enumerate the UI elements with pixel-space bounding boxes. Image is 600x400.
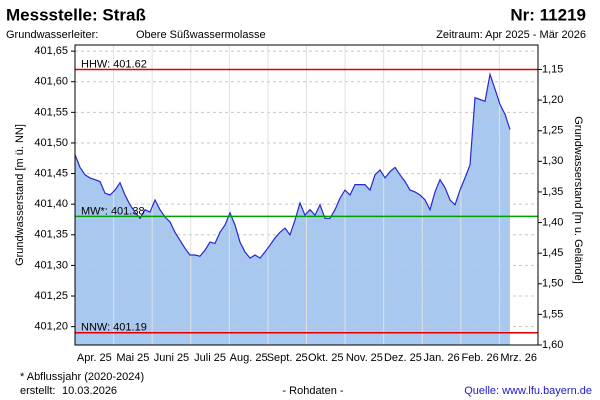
x-tick-label: Dez. 25 — [384, 352, 422, 364]
y2-tick-label: 1,20 — [542, 94, 563, 106]
y-tick-label: 401,25 — [34, 290, 68, 302]
y2-tick-label: 1,45 — [542, 247, 563, 259]
x-tick-label: Mai 25 — [116, 352, 149, 364]
y2-tick-label: 1,60 — [542, 339, 563, 351]
x-tick-label: Juli 25 — [194, 352, 226, 364]
y2-axis-label: Grundwasserstand [m u. Gelände] — [572, 116, 584, 284]
y2-tick-label: 1,35 — [542, 186, 563, 198]
y2-tick-label: 1,25 — [542, 125, 563, 137]
aquifer-label: Grundwasserleiter: — [6, 29, 98, 41]
x-tick-label: Apr. 25 — [77, 352, 112, 364]
created-date: 10.03.2026 — [62, 385, 117, 397]
y2-tick-label: 1,50 — [542, 278, 563, 290]
chart-title: Messstelle: Straß — [6, 5, 146, 24]
y-axis-label: Grundwasserstand [m ü. NN] — [14, 124, 26, 266]
x-tick-label: Sept. 25 — [267, 352, 308, 364]
x-tick-label: Mrz. 26 — [500, 352, 537, 364]
station-number: Nr: 11219 — [510, 5, 586, 24]
source: Quelle: www.lfu.bayern.de — [464, 385, 592, 397]
reference-label: MW*: 401.38 — [81, 205, 145, 217]
x-tick-label: Feb. 26 — [461, 352, 498, 364]
footnote: * Abflussjahr (2020-2024) — [20, 371, 144, 383]
y2-tick-label: 1,30 — [542, 155, 563, 167]
y-tick-label: 401,45 — [34, 167, 68, 179]
x-tick-label: Nov. 25 — [346, 352, 383, 364]
x-tick-label: Okt. 25 — [308, 352, 343, 364]
reference-label: NNW: 401.19 — [81, 322, 147, 334]
y-tick-label: 401,20 — [34, 321, 68, 333]
area — [75, 74, 510, 346]
y-tick-label: 401,35 — [34, 229, 68, 241]
plot-frame — [74, 44, 539, 346]
x-tick-label: Aug. 25 — [230, 352, 268, 364]
status: - Rohdaten - — [282, 385, 343, 397]
x-tick-label: Juni 25 — [154, 352, 189, 364]
y-tick-label: 401,55 — [34, 106, 68, 118]
y-tick-label: 401,65 — [34, 45, 68, 57]
aquifer: Obere Süßwassermolasse — [136, 29, 266, 41]
period: Zeitraum: Apr 2025 - Mär 2026 — [436, 29, 586, 41]
y-tick-label: 401,30 — [34, 259, 68, 271]
y-tick-label: 401,60 — [34, 76, 68, 88]
line — [74, 72, 511, 259]
y2-tick-label: 1,40 — [542, 216, 563, 228]
reference-label: HHW: 401.62 — [81, 58, 147, 70]
created-label: erstellt: — [20, 385, 55, 397]
x-tick-label: Jan. 26 — [423, 352, 459, 364]
y2-tick-label: 1,15 — [542, 63, 563, 75]
y-tick-label: 401,50 — [34, 137, 68, 149]
y-tick-label: 401,40 — [34, 198, 68, 210]
y2-tick-label: 1,55 — [542, 308, 563, 320]
